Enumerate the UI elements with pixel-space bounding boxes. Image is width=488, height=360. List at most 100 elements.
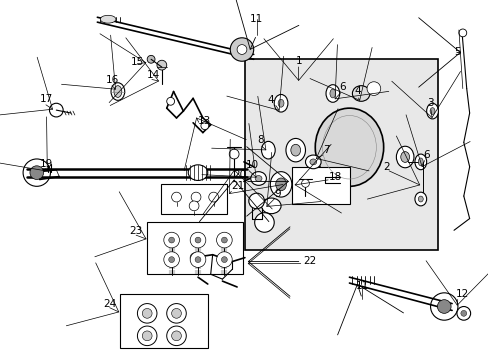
Ellipse shape [426, 103, 437, 119]
Ellipse shape [285, 139, 305, 162]
Circle shape [230, 38, 253, 61]
Ellipse shape [418, 158, 423, 166]
Circle shape [166, 98, 174, 105]
Ellipse shape [290, 144, 300, 156]
Circle shape [171, 331, 181, 341]
Circle shape [216, 232, 232, 248]
Circle shape [237, 45, 246, 54]
Circle shape [216, 252, 232, 267]
Circle shape [189, 201, 199, 211]
Ellipse shape [414, 154, 426, 170]
Text: 2: 2 [383, 162, 389, 172]
Circle shape [49, 103, 63, 117]
Circle shape [23, 159, 50, 186]
Text: 12: 12 [455, 289, 468, 299]
Text: 7: 7 [323, 145, 329, 155]
Circle shape [208, 192, 218, 202]
Text: 13: 13 [198, 116, 211, 126]
Circle shape [190, 232, 205, 248]
Text: 22: 22 [303, 256, 316, 266]
Text: 23: 23 [129, 226, 142, 236]
Ellipse shape [325, 85, 339, 102]
Text: 4: 4 [354, 86, 360, 95]
Text: 9: 9 [274, 189, 280, 199]
Text: 15: 15 [130, 57, 143, 67]
Ellipse shape [329, 89, 335, 98]
Ellipse shape [414, 192, 426, 206]
Text: 19: 19 [40, 159, 53, 169]
Circle shape [190, 253, 200, 262]
Ellipse shape [274, 94, 287, 112]
Circle shape [221, 237, 227, 243]
Ellipse shape [114, 86, 122, 98]
Circle shape [137, 326, 157, 346]
Ellipse shape [111, 83, 124, 100]
Text: 14: 14 [147, 70, 160, 80]
Ellipse shape [418, 196, 423, 202]
Text: 4: 4 [267, 95, 273, 105]
Circle shape [190, 252, 205, 267]
Ellipse shape [400, 152, 409, 162]
Circle shape [366, 82, 380, 95]
Circle shape [195, 237, 201, 243]
Ellipse shape [315, 108, 383, 186]
Ellipse shape [100, 15, 116, 23]
Text: 16: 16 [106, 75, 119, 85]
Text: 6: 6 [339, 82, 346, 92]
Ellipse shape [261, 141, 275, 159]
Text: 24: 24 [103, 298, 116, 309]
Text: 17: 17 [40, 94, 53, 104]
Bar [161, 184, 227, 214]
Circle shape [30, 166, 43, 180]
Ellipse shape [261, 198, 281, 214]
Circle shape [221, 257, 227, 262]
Bar [244, 59, 437, 250]
Ellipse shape [278, 99, 284, 107]
Circle shape [168, 237, 174, 243]
Circle shape [168, 257, 174, 262]
Bar [291, 167, 350, 204]
Circle shape [201, 122, 208, 130]
Circle shape [142, 331, 152, 341]
Text: 11: 11 [355, 281, 368, 291]
Circle shape [147, 55, 155, 63]
Text: 3: 3 [427, 98, 433, 108]
Circle shape [163, 252, 179, 267]
Circle shape [458, 29, 466, 37]
Circle shape [171, 192, 181, 202]
Circle shape [460, 310, 466, 316]
Circle shape [229, 149, 239, 159]
Circle shape [456, 306, 469, 320]
Circle shape [254, 213, 274, 232]
Ellipse shape [429, 108, 434, 114]
Ellipse shape [255, 176, 262, 181]
Text: 18: 18 [328, 172, 342, 181]
Circle shape [166, 326, 186, 346]
Circle shape [142, 309, 152, 318]
Ellipse shape [352, 86, 369, 101]
Circle shape [157, 60, 166, 70]
Circle shape [137, 303, 157, 323]
Ellipse shape [270, 172, 291, 197]
Text: 6: 6 [422, 150, 428, 160]
Ellipse shape [275, 178, 286, 191]
Circle shape [166, 303, 186, 323]
Text: 21: 21 [231, 181, 244, 191]
Circle shape [430, 293, 457, 320]
Ellipse shape [305, 155, 321, 169]
Circle shape [171, 309, 181, 318]
Text: 10: 10 [245, 160, 259, 170]
Ellipse shape [309, 159, 316, 165]
Circle shape [195, 257, 201, 262]
Circle shape [191, 192, 201, 202]
Bar [147, 222, 243, 274]
Text: 1: 1 [295, 56, 302, 66]
Circle shape [163, 232, 179, 248]
Text: 8: 8 [257, 135, 264, 145]
Circle shape [248, 193, 264, 209]
Text: 5: 5 [453, 48, 460, 58]
Ellipse shape [250, 172, 266, 185]
Bar [120, 294, 207, 347]
Text: 20: 20 [233, 170, 246, 180]
Ellipse shape [188, 165, 207, 180]
